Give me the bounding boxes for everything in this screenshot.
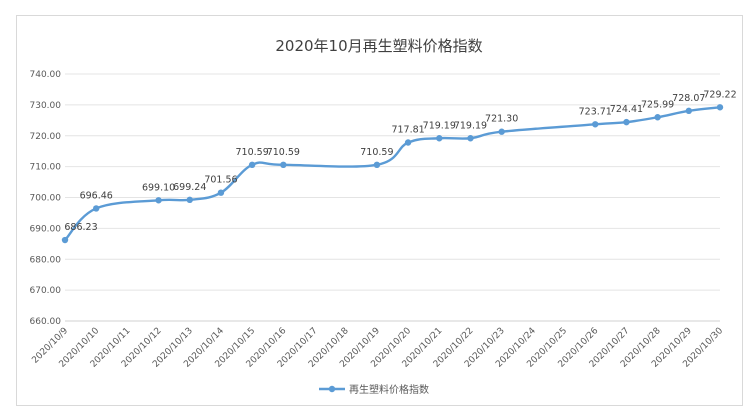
data-point [155, 197, 162, 204]
data-point [436, 135, 443, 142]
data-label: 710.59 [267, 147, 300, 158]
data-label: 686.23 [64, 222, 97, 233]
y-axis-ticks: 660.00 670.00 680.00 690.00 700.00 710.00 720.… [30, 70, 62, 327]
data-point [61, 236, 69, 244]
gridlines [65, 73, 720, 322]
data-point [623, 118, 630, 126]
data-point [248, 161, 256, 169]
data-label: 696.46 [80, 190, 113, 201]
chart-title: 2020年10月再生塑料价格指数 [275, 37, 482, 55]
data-label: 717.81 [391, 125, 424, 136]
x-axis-ticks: 2020/10/92020/10/102020/10/112020/10/122… [30, 326, 725, 370]
y-tick-label: 670.00 [30, 286, 62, 296]
legend-label: 再生塑料价格指数 [349, 383, 429, 396]
data-label: 729.22 [703, 89, 736, 100]
data-point [467, 135, 474, 142]
y-tick-label: 680.00 [30, 255, 62, 265]
data-label: 699.10 [142, 182, 175, 193]
data-label: 728.07 [672, 93, 705, 104]
data-label: 701.56 [204, 175, 237, 186]
data-point [280, 161, 287, 169]
y-tick-label: 740.00 [30, 70, 62, 80]
legend-marker [328, 385, 336, 393]
data-point [654, 114, 661, 121]
data-point [685, 107, 693, 115]
y-tick-label: 660.00 [30, 317, 62, 327]
data-label: 719.19 [423, 120, 456, 131]
data-label: 710.59 [360, 147, 393, 158]
data-point [592, 121, 599, 128]
data-point [373, 161, 381, 169]
data-point [217, 189, 225, 196]
data-label: 725.99 [641, 99, 674, 110]
chart-frame: 2020年10月再生塑料价格指数 660.00 670.00 680.00 690.0… [16, 15, 743, 406]
line-chart: 2020年10月再生塑料价格指数 660.00 670.00 680.00 690.0… [30, 37, 737, 396]
data-label: 699.24 [173, 182, 206, 193]
series-group [61, 104, 724, 244]
data-label: 723.71 [579, 106, 612, 117]
data-label: 710.59 [236, 147, 269, 158]
y-tick-label: 720.00 [30, 132, 62, 142]
y-tick-label: 690.00 [30, 224, 62, 234]
y-tick-label: 730.00 [30, 101, 62, 111]
data-labels: 686.23696.46699.10699.24701.56710.59710.… [64, 89, 736, 233]
data-point [186, 196, 193, 204]
data-label: 724.41 [610, 104, 643, 115]
data-point [92, 205, 100, 212]
data-point [404, 139, 412, 146]
data-label: 719.19 [454, 120, 487, 131]
y-tick-label: 710.00 [30, 163, 62, 173]
data-point [716, 104, 724, 111]
legend: 再生塑料价格指数 [319, 383, 429, 396]
data-point [498, 128, 505, 135]
y-tick-label: 700.00 [30, 194, 62, 204]
data-label: 721.30 [485, 114, 518, 125]
